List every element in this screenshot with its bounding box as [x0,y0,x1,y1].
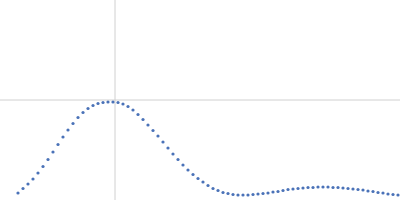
chart-root [0,0,400,200]
point [26,182,29,185]
point [346,187,349,190]
point [31,177,34,180]
point [61,135,64,138]
point [146,123,149,126]
grid [0,0,400,200]
point [176,158,179,161]
point [161,140,164,143]
point [76,116,79,119]
point [96,102,99,105]
point [341,186,344,189]
point [16,191,19,194]
point [336,186,339,189]
point [246,193,249,196]
point [256,192,259,195]
point [171,152,174,155]
point [351,187,354,190]
point [66,128,69,131]
point [386,192,389,195]
point [226,192,229,195]
point [81,111,84,114]
point [391,193,394,196]
point [181,163,184,166]
point [276,190,279,193]
point [356,188,359,191]
point [101,101,104,104]
point [306,186,309,189]
point [126,105,129,108]
point [296,187,299,190]
point [291,187,294,190]
point [56,143,59,146]
point [376,191,379,194]
point [51,150,54,153]
point [221,191,224,194]
point [321,185,324,188]
point [271,190,274,193]
point [266,191,269,194]
points [16,100,399,196]
point [21,187,24,190]
point [186,168,189,171]
point [71,122,74,125]
point [116,101,119,104]
point [166,146,169,149]
point [206,184,209,187]
point [191,173,194,176]
point [236,193,239,196]
point [91,104,94,107]
point [371,190,374,193]
point [156,134,159,137]
point [311,186,314,189]
point [326,185,329,188]
point [241,193,244,196]
point [36,171,39,174]
point [41,165,44,168]
point [261,192,264,195]
point [301,186,304,189]
point [106,100,109,103]
point [201,180,204,183]
point [286,188,289,191]
point [196,177,199,180]
point [381,191,384,194]
point [46,158,49,161]
point [211,187,214,190]
point [131,108,134,111]
point [141,118,144,121]
point [366,189,369,192]
point [251,193,254,196]
point [281,189,284,192]
point [231,193,234,196]
point [216,189,219,192]
point [316,185,319,188]
chart [0,0,400,200]
point [331,186,334,189]
point [111,100,114,103]
point [136,113,139,116]
point [151,129,154,132]
point [86,107,89,110]
point [361,188,364,191]
grid-line-y [0,100,400,101]
point [396,193,399,196]
point [121,102,124,105]
